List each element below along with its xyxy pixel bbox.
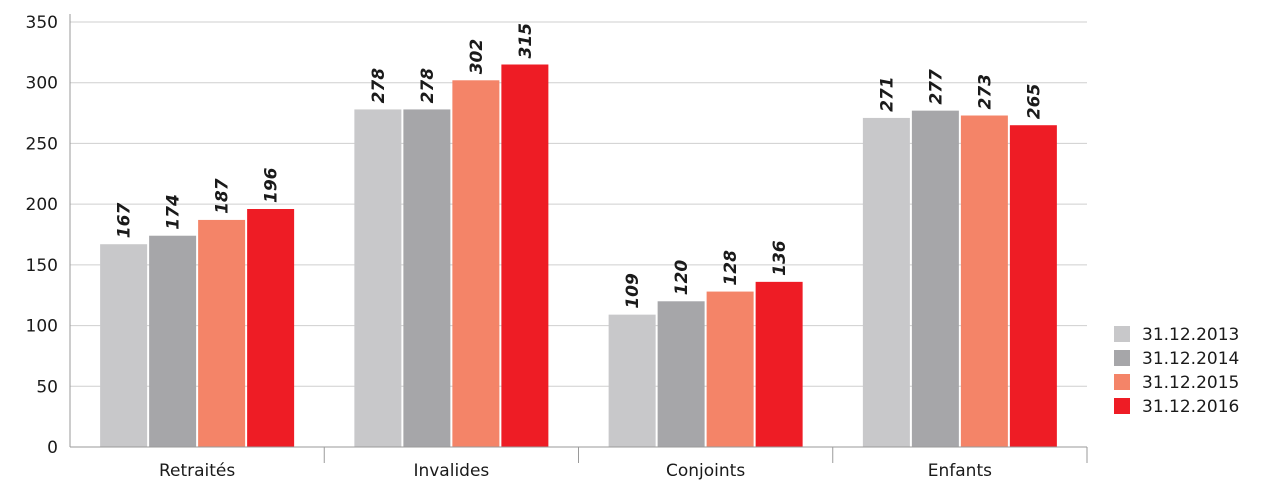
- y-tick-label: 150: [26, 256, 58, 276]
- data-label: 128: [721, 250, 741, 286]
- y-tick-label: 100: [26, 317, 58, 337]
- data-label: 277: [926, 69, 946, 105]
- legend-label: 31.12.2015: [1142, 373, 1239, 393]
- bar: [862, 117, 910, 447]
- y-tick-label: 0: [47, 438, 58, 458]
- y-tick-label: 300: [26, 74, 58, 94]
- data-label: 265: [1024, 84, 1044, 120]
- axes: 0 50 100 150 200 250 300 350 Retraités Invalides C…: [26, 13, 1088, 481]
- y-tick-label: 50: [36, 377, 58, 397]
- bar: [100, 244, 148, 447]
- legend: 31.12.2013 31.12.2014 31.12.2015 31.12.2016: [1114, 325, 1239, 417]
- legend-label: 31.12.2013: [1142, 325, 1239, 345]
- data-label: 174: [164, 194, 184, 230]
- y-tick-label: 200: [26, 195, 58, 215]
- bar: [706, 291, 754, 447]
- bar: [1009, 125, 1057, 447]
- bar: [657, 301, 705, 447]
- bar: [149, 235, 197, 447]
- bar: [354, 109, 402, 447]
- y-tick-label: 250: [26, 134, 58, 154]
- data-label: 273: [975, 74, 995, 110]
- legend-swatch: [1114, 374, 1130, 390]
- data-label: 278: [369, 68, 389, 104]
- legend-label: 31.12.2016: [1142, 397, 1239, 417]
- data-label: 196: [262, 167, 282, 203]
- bar: [755, 281, 803, 447]
- data-labels: 167 174 187 196 278 278 302 315 109 120 128 136 271 2…: [115, 23, 1045, 309]
- legend-swatch: [1114, 326, 1130, 342]
- bar: [608, 314, 656, 447]
- legend-swatch: [1114, 398, 1130, 414]
- bar: [911, 110, 959, 448]
- x-category-label: Retraités: [159, 461, 235, 481]
- x-category-label: Conjoints: [666, 461, 745, 481]
- data-label: 120: [672, 260, 692, 296]
- data-label: 278: [418, 68, 438, 104]
- bars: [100, 64, 1057, 448]
- y-tick-label: 350: [26, 13, 58, 33]
- data-label: 136: [770, 240, 790, 276]
- legend-label: 31.12.2014: [1142, 349, 1239, 369]
- bar: [198, 219, 246, 447]
- data-label: 109: [623, 273, 643, 309]
- bar: [403, 109, 451, 447]
- bar: [960, 115, 1008, 447]
- legend-swatch: [1114, 350, 1130, 366]
- data-label: 271: [877, 76, 897, 112]
- data-label: 167: [115, 203, 135, 239]
- bar: [452, 80, 500, 448]
- bar: [247, 209, 295, 447]
- data-label: 302: [467, 39, 487, 75]
- x-category-label: Invalides: [413, 461, 489, 481]
- bar: [501, 64, 549, 447]
- data-label: 315: [516, 23, 536, 59]
- data-label: 187: [213, 178, 233, 214]
- x-category-label: Enfants: [928, 461, 992, 481]
